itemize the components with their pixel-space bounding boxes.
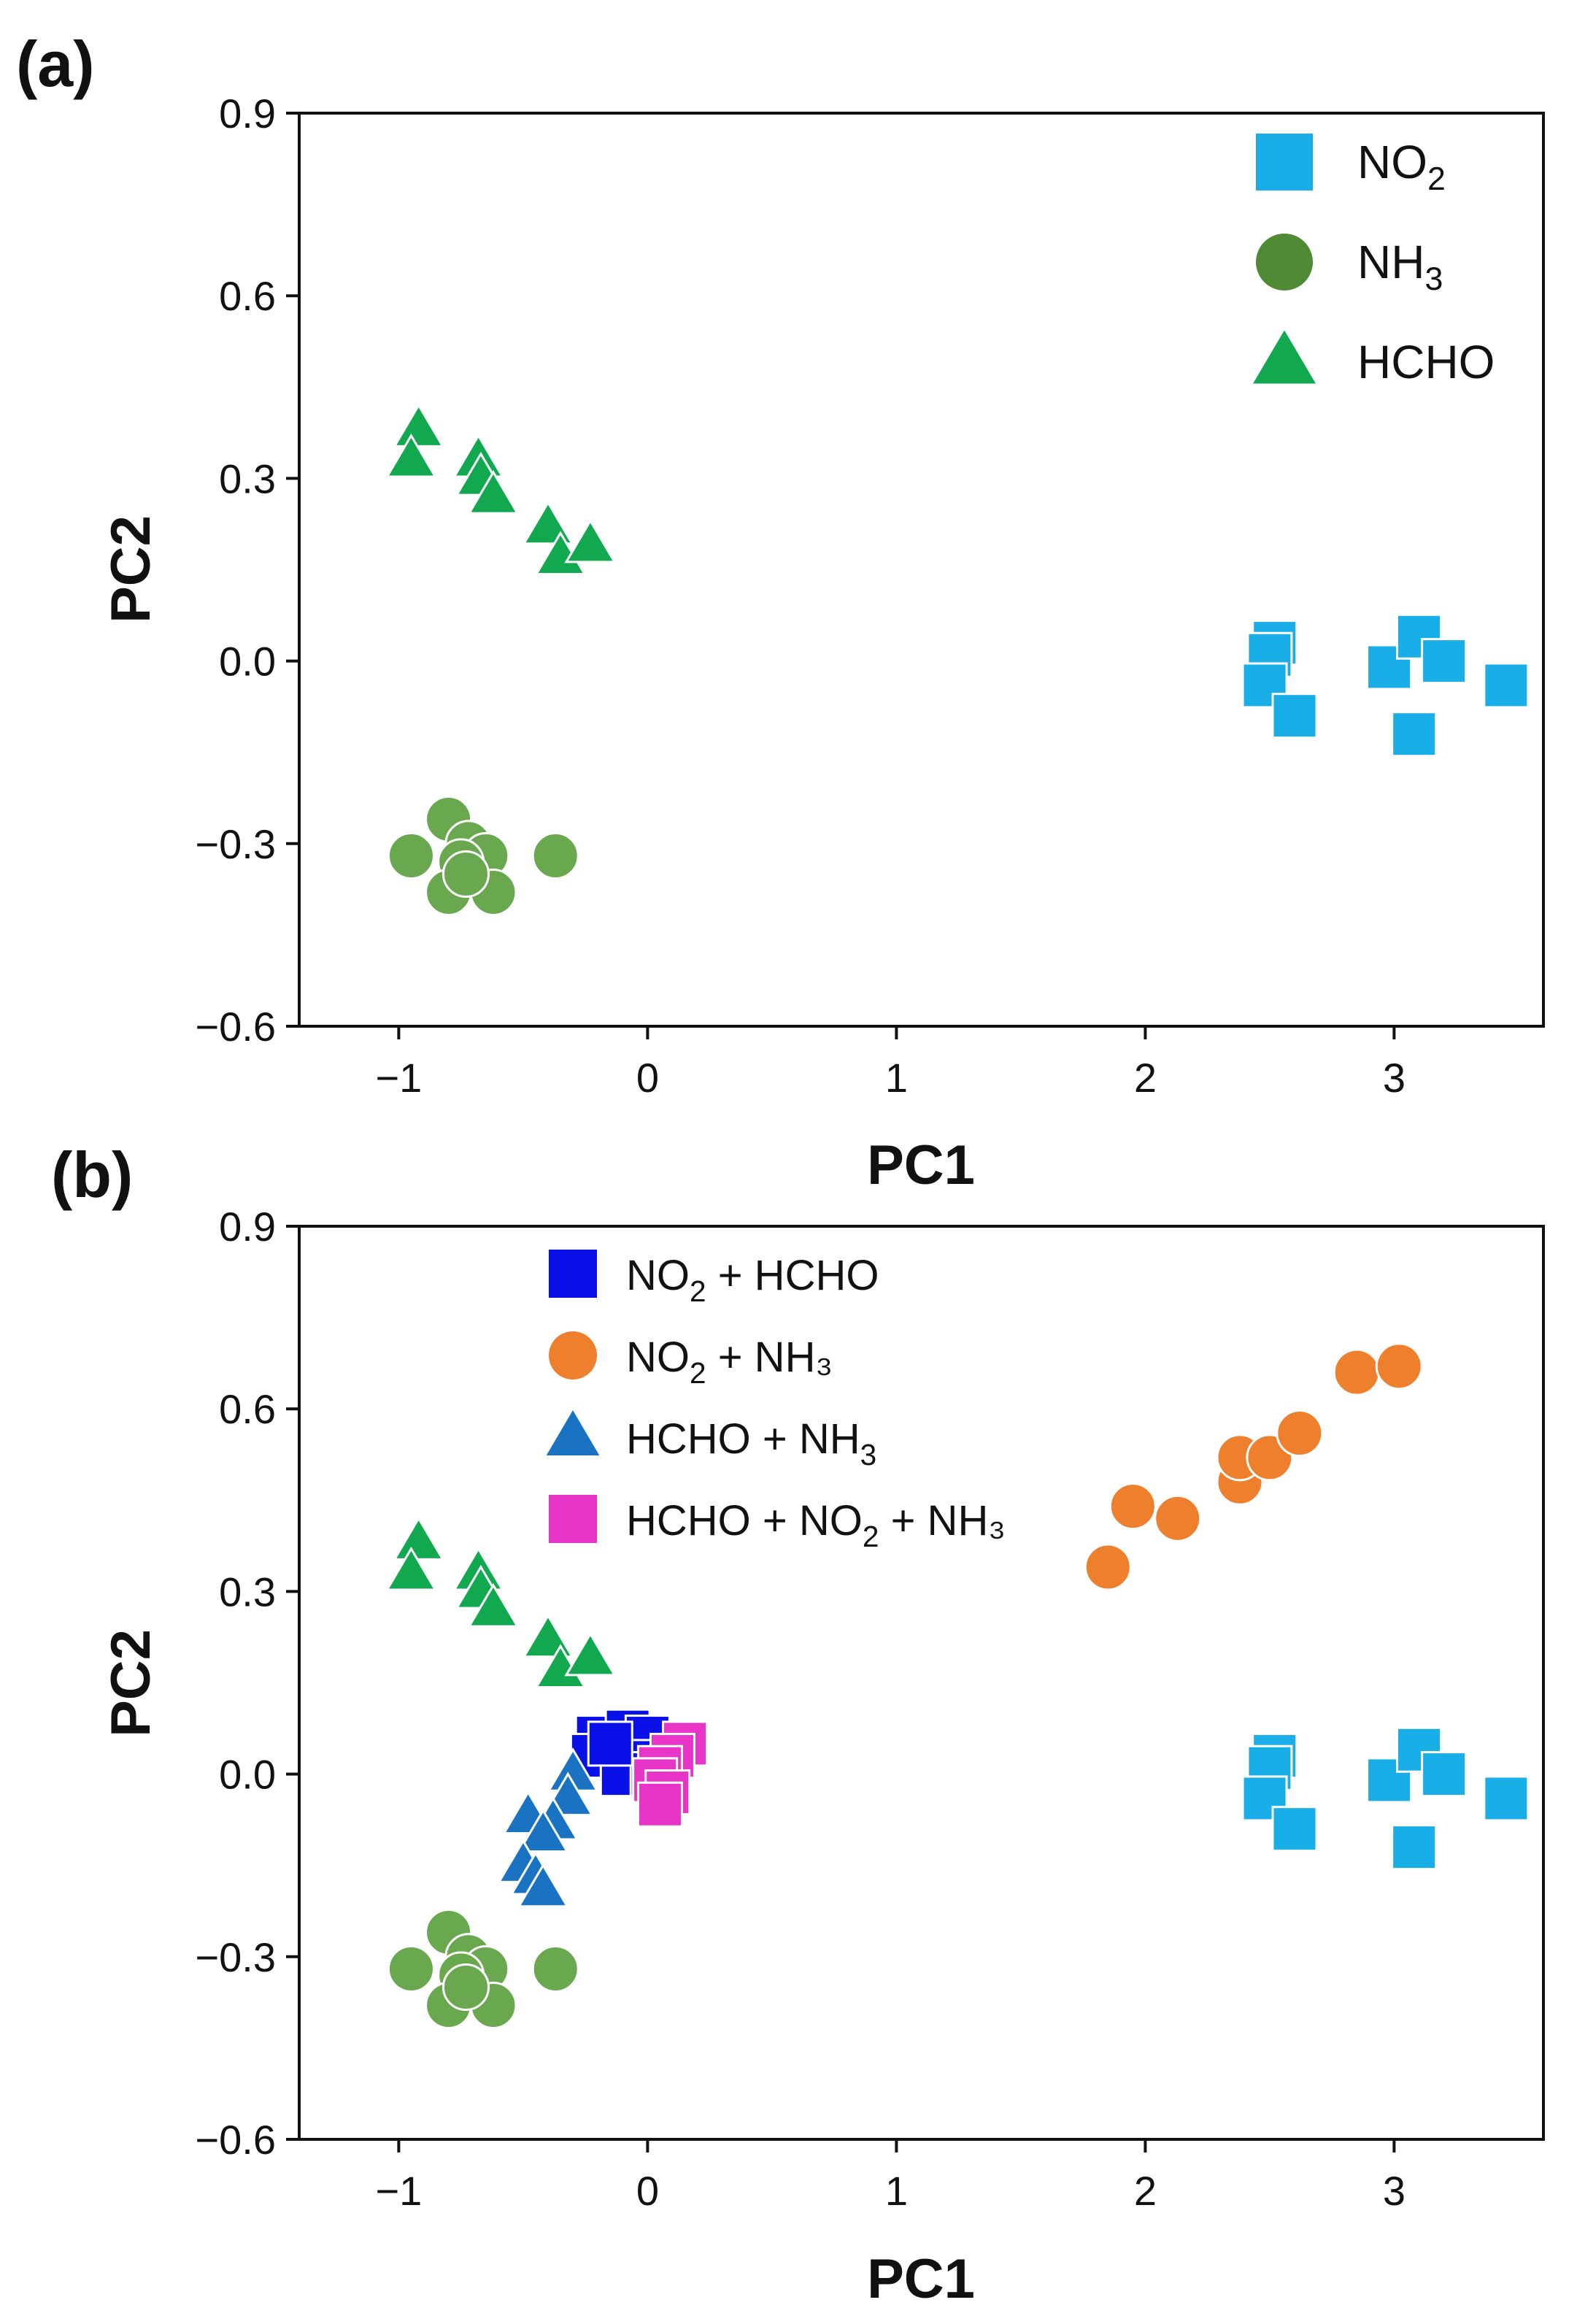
y-tick-label: 0.0: [219, 639, 276, 685]
data-point-hcho-b: [564, 1631, 617, 1677]
data-point-nh3-a: [442, 850, 490, 898]
data-point-hcho-a: [522, 500, 574, 545]
plot-frame-b: [298, 1225, 1545, 2141]
data-point-hcho-b: [522, 1613, 574, 1658]
y-tick-label: −0.3: [195, 1934, 276, 1980]
y-tick-label: 0.3: [219, 1569, 276, 1615]
data-point-no2-b: [1483, 1775, 1530, 1822]
points-b: [385, 1342, 1530, 2030]
legend-marker-nh3-a: [1256, 234, 1313, 290]
ticks-a: −1 0 1 2 3 0.9 0.6 0.3 0.0 −0.3 −0.6: [195, 91, 1406, 1101]
legend-marker-hcho-nh3-b: [546, 1410, 600, 1455]
data-point-hcho-b: [467, 1582, 520, 1628]
data-point-nh3-a: [387, 831, 435, 880]
data-point-hcho-nh3-b: [517, 1808, 569, 1853]
x-tick-label: 3: [1383, 2168, 1406, 2214]
y-tick-label: 0.9: [219, 91, 276, 136]
legend-marker-no2-a: [1256, 134, 1313, 191]
y-axis-label-b: PC2: [100, 1629, 162, 1737]
legend-label-no2-a: NO2: [1357, 136, 1446, 197]
y-tick-label: −0.3: [195, 821, 276, 867]
x-tick-label: 2: [1134, 1055, 1157, 1101]
y-tick-label: 0.6: [219, 273, 276, 319]
legend-label-hcho-a: HCHO: [1357, 336, 1495, 388]
legend-label-no2-nh3-b: NO2 + NH₃: [626, 1334, 833, 1390]
y-tick-label: 0.9: [219, 1204, 276, 1250]
data-point-no2-nh3-b: [1154, 1494, 1202, 1542]
data-point-hcho-nh3-b: [517, 1863, 569, 1908]
x-tick-label: −1: [375, 2168, 422, 2214]
data-point-hcho-a: [564, 518, 617, 563]
y-tick-label: −0.6: [195, 2117, 276, 2163]
data-point-no2-a: [1421, 638, 1468, 685]
legend-a: NO2 NH3 HCHO: [1253, 134, 1495, 388]
y-tick-label: 0.6: [219, 1386, 276, 1432]
y-tick-label: 0.3: [219, 455, 276, 501]
data-point-no2-nh3-b: [1108, 1482, 1157, 1531]
legend-marker-hcho-a: [1253, 330, 1316, 384]
panel-b: (b) −1 0 1 2 3 0.9 0.6 0.3 0.0 −0.3 −0.6 PC1 PC2 N…: [51, 1139, 1545, 2310]
x-tick-label: 1: [885, 2168, 908, 2214]
points-a: [385, 403, 1530, 917]
panel-label-a: (a): [16, 28, 95, 100]
data-point-no2-hcho-b: [587, 1720, 633, 1767]
x-tick-label: 0: [636, 1055, 659, 1101]
data-point-nh3-b: [442, 1963, 490, 2011]
legend-marker-no2-hcho-b: [549, 1250, 597, 1298]
x-tick-label: −1: [375, 1055, 422, 1101]
legend-marker-hcho-no2-nh3-b: [549, 1495, 597, 1543]
data-point-hcho-a: [467, 469, 520, 515]
y-axis-label-a: PC2: [100, 515, 162, 623]
legend-label-no2-hcho-b: NO2 + HCHO: [626, 1252, 879, 1308]
data-point-nh3-a: [531, 831, 579, 880]
data-point-no2-a: [1271, 693, 1318, 739]
data-point-no2-b: [1391, 1824, 1438, 1871]
data-point-no2-b: [1271, 1806, 1318, 1852]
data-point-hcho-no2-nh3-b: [636, 1781, 683, 1828]
data-point-no2-nh3-b: [1084, 1543, 1132, 1591]
data-point-hcho-a: [385, 433, 438, 478]
data-point-hcho-a: [393, 403, 445, 447]
legend-label-hcho-nh3-b: HCHO + NH3: [626, 1415, 876, 1471]
x-axis-label-a: PC1: [867, 1134, 975, 1196]
x-tick-label: 3: [1383, 1055, 1406, 1101]
panel-label-b: (b): [51, 1139, 133, 1211]
x-axis-label-b: PC1: [867, 2248, 975, 2310]
x-tick-label: 2: [1134, 2168, 1157, 2214]
data-point-no2-a: [1483, 662, 1530, 709]
ticks-b: −1 0 1 2 3 0.9 0.6 0.3 0.0 −0.3 −0.6: [195, 1204, 1406, 2214]
y-tick-label: −0.6: [195, 1004, 276, 1050]
data-point-no2-nh3-b: [1375, 1342, 1423, 1390]
legend-marker-no2-nh3-b: [549, 1331, 597, 1380]
data-point-no2-nh3-b: [1276, 1409, 1324, 1458]
data-point-nh3-b: [531, 1944, 579, 1993]
data-point-hcho-b: [393, 1516, 445, 1561]
data-point-no2-nh3-b: [1333, 1348, 1381, 1396]
x-tick-label: 0: [636, 2168, 659, 2214]
panel-a: (a) −1 0 1 2 3 0.9 0.6 0.3 0.0 −0.3 −0.6 PC1 PC2 N…: [16, 28, 1545, 1196]
data-point-nh3-b: [387, 1944, 435, 1993]
legend-label-hcho-no2-nh3-b: HCHO + NO2 + NH₃: [626, 1497, 1006, 1553]
plot-frame-a: [298, 112, 1545, 1028]
data-point-hcho-b: [385, 1546, 438, 1591]
y-tick-label: 0.0: [219, 1752, 276, 1798]
legend-label-nh3-a: NH3: [1357, 236, 1443, 297]
data-point-no2-b: [1421, 1751, 1468, 1798]
x-tick-label: 1: [885, 1055, 908, 1101]
legend-b: NO2 + HCHO NO2 + NH₃ HCHO + NH3 HCHO + NO2 …: [546, 1250, 1006, 1553]
data-point-no2-a: [1391, 711, 1438, 758]
